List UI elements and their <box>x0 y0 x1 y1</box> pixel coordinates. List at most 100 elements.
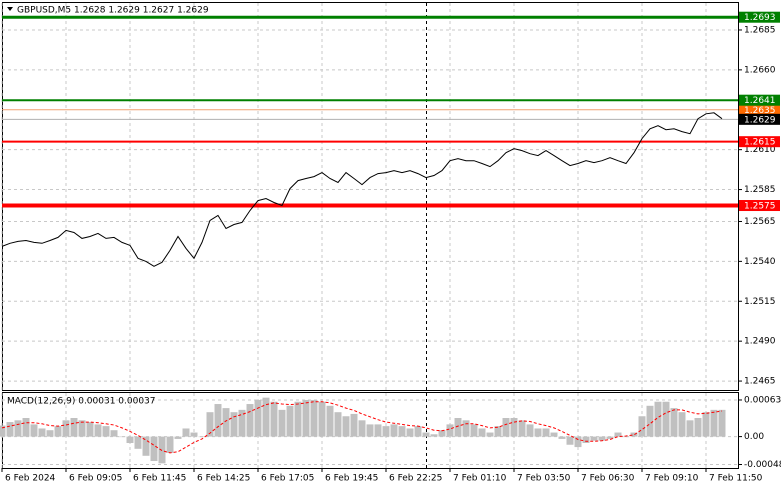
macd-bar <box>30 424 38 437</box>
macd-bar <box>510 418 518 437</box>
macd-bar <box>678 412 686 437</box>
macd-bar <box>158 436 166 464</box>
macd-bar <box>310 399 318 437</box>
y-tick-label: 0.00063 <box>744 395 781 405</box>
macd-bar <box>358 420 366 437</box>
level-label: 1.2615 <box>744 138 776 148</box>
macd-bar <box>14 420 22 437</box>
macd-bar <box>558 436 566 439</box>
macd-bar <box>166 436 174 453</box>
macd-bar <box>414 426 422 437</box>
macd-bar <box>406 428 414 437</box>
macd-bar <box>550 432 558 437</box>
macd-bar <box>70 418 78 437</box>
macd-bar <box>574 436 582 448</box>
x-tick-label: 7 Feb 11:50 <box>709 474 763 484</box>
y-tick-label: -0.00048 <box>744 460 781 470</box>
macd-bar <box>566 436 574 445</box>
macd-bar <box>686 420 694 437</box>
y-tick-label: 1.2585 <box>744 185 776 195</box>
macd-bar <box>662 401 670 437</box>
x-tick-label: 7 Feb 01:10 <box>453 474 507 484</box>
macd-bar <box>270 401 278 437</box>
macd-bar <box>214 404 222 437</box>
level-label-box <box>739 200 780 212</box>
macd-bar <box>230 412 238 437</box>
x-tick-label: 6 Feb 11:45 <box>133 474 186 484</box>
level-label: 1.2575 <box>744 202 776 212</box>
macd-bar <box>694 418 702 437</box>
y-tick-label: 0.00 <box>744 432 764 442</box>
macd-bar <box>262 397 270 437</box>
y-tick-label: 1.2660 <box>744 65 776 75</box>
level-label-box <box>739 94 780 106</box>
x-tick-label: 6 Feb 17:05 <box>261 474 314 484</box>
level-label: 1.2693 <box>744 13 776 23</box>
macd-bar <box>598 436 606 441</box>
macd-bar <box>438 430 446 437</box>
main-frame <box>2 2 739 391</box>
macd-bar <box>534 428 542 437</box>
macd-bar <box>630 432 638 437</box>
macd-bar <box>326 405 334 437</box>
level-label-box <box>739 136 780 148</box>
y-tick-label: 1.2565 <box>744 217 776 227</box>
macd-bar <box>542 428 550 437</box>
macd-bar <box>134 436 142 449</box>
macd-bar <box>286 405 294 437</box>
macd-bar <box>398 426 406 437</box>
macd-bar <box>478 428 486 437</box>
macd-bar <box>222 408 230 437</box>
macd-bar <box>470 424 478 437</box>
level-label: 1.2641 <box>744 96 776 106</box>
macd-bar <box>0 425 6 437</box>
macd-bar <box>318 401 326 437</box>
macd-bar <box>718 409 726 437</box>
macd-bar <box>254 399 262 437</box>
plot-layer: 1.2685 1.2660 1.2610 1.2585 1.2565 1.2540 1.25… <box>0 3 781 484</box>
macd-bar <box>342 416 350 437</box>
macd-bar <box>614 432 622 437</box>
signal-line <box>1 401 723 454</box>
macd-bar <box>294 401 302 437</box>
y-tick-label: 1.2515 <box>744 297 776 307</box>
macd-bar <box>526 424 534 437</box>
macd-bar <box>486 432 494 437</box>
macd-bar <box>278 409 286 437</box>
macd-bar <box>22 418 30 437</box>
macd-bar <box>374 424 382 437</box>
macd-bar <box>518 420 526 437</box>
x-tick-label: 7 Feb 06:30 <box>581 474 635 484</box>
macd-bar <box>646 405 654 437</box>
macd-bar <box>118 436 126 438</box>
macd-bar <box>62 420 70 437</box>
macd-bar <box>174 436 182 439</box>
macd-bar <box>606 436 614 439</box>
macd-bar <box>46 430 54 437</box>
macd-bar <box>390 424 398 437</box>
level-label: 1.2635 <box>744 106 776 116</box>
macd-bar <box>54 426 62 437</box>
y-tick-label: 1.2540 <box>744 257 776 267</box>
macd-bar <box>638 416 646 437</box>
macd-bar <box>430 434 438 437</box>
y-tick-label: 1.2610 <box>744 145 776 155</box>
y-tick-label: 1.2490 <box>744 337 776 347</box>
macd-bar <box>150 436 158 462</box>
macd-bar <box>622 436 630 438</box>
level-label-box <box>739 113 780 125</box>
macd-bar <box>6 422 14 437</box>
x-tick-label: 6 Feb 22:25 <box>389 474 442 484</box>
macd-bar <box>446 424 454 437</box>
macd-bar <box>494 426 502 437</box>
macd-bar <box>302 399 310 437</box>
chart-title: GBPUSD,M5 1.2628 1.2629 1.2627 1.2629 <box>17 6 209 16</box>
macd-bar <box>422 432 430 437</box>
x-tick-label: 6 Feb 14:25 <box>197 474 250 484</box>
menu-arrow <box>7 7 13 11</box>
level-label-box <box>739 104 780 116</box>
macd-bar <box>126 436 134 443</box>
macd-bar <box>190 432 198 437</box>
level-label-box <box>739 11 780 23</box>
